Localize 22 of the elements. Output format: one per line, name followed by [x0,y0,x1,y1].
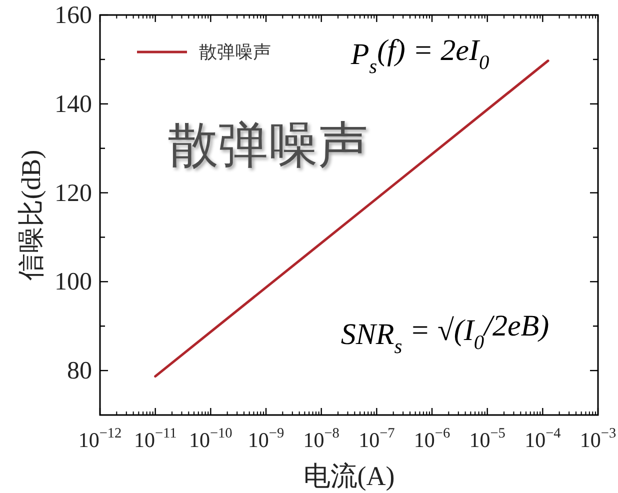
x-tick-label: 10$^{−6}$ [414,426,450,452]
annotation: SNR$_{s}$ = √(I$_{0}$/2eB) [340,310,550,358]
annotation: 散弹噪声 [168,117,368,173]
y-axis-title: 信噪比(dB) [16,150,46,280]
y-tick-label: 140 [54,90,92,118]
x-tick-label: 10$^{−12}$ [78,426,122,452]
y-tick-label: 160 [54,2,92,29]
x-tick-label: 10$^{−10}$ [189,426,232,452]
x-tick-label: 10$^{−8}$ [303,426,340,452]
y-tick-label: 80 [67,358,92,385]
x-tick-label: 10$^{−7}$ [358,426,395,452]
y-tick-label: 120 [54,180,92,207]
x-axis-title: 电流(A) [303,461,395,491]
y-tick-label: 100 [54,268,92,296]
x-tick-label: 10$^{−5}$ [469,426,506,452]
x-tick-label: 10$^{−3}$ [580,426,616,452]
x-tick-label: 10$^{−4}$ [524,426,561,452]
x-tick-label: 10$^{−11}$ [134,426,177,452]
legend-label: 散弹噪声 [199,42,271,62]
annotation: P$_{s}$(f) = 2eI$_{0}$ [350,34,490,78]
legend: 散弹噪声 [137,42,271,62]
x-tick-label: 10$^{−9}$ [248,426,284,452]
